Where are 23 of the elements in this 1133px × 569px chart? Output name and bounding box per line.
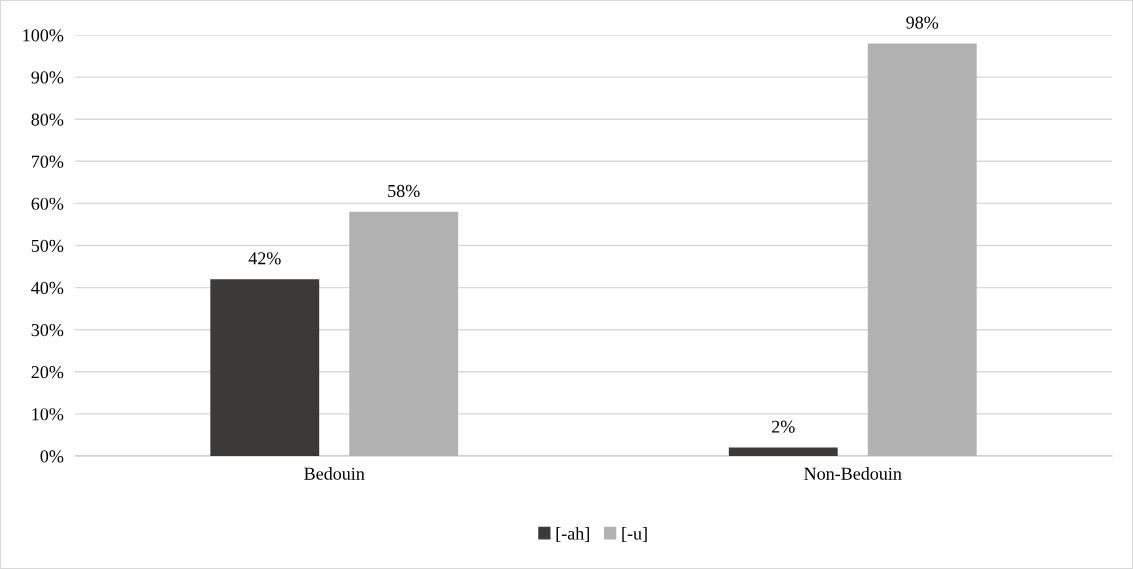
- y-tick-label: 80%: [31, 113, 64, 126]
- data-label: 2%: [772, 420, 795, 433]
- bar: [728, 447, 838, 456]
- data-label: 42%: [248, 252, 281, 265]
- bar: [867, 43, 977, 456]
- y-tick-label: 100%: [23, 29, 64, 42]
- y-tick-label: 10%: [32, 408, 64, 421]
- y-tick-label: 60%: [31, 197, 64, 210]
- y-tick-label: 40%: [31, 281, 64, 295]
- y-tick-label: 50%: [31, 239, 64, 252]
- bar: [210, 279, 320, 456]
- y-tick-label: 0%: [40, 450, 64, 463]
- y-tick-label: 20%: [31, 366, 64, 379]
- data-label: 58%: [388, 184, 420, 198]
- x-tick-label: Non-Bedouin: [804, 467, 902, 480]
- y-tick-label: 30%: [31, 323, 64, 337]
- y-tick-label: 90%: [31, 71, 64, 84]
- legend-label: [-ah]: [556, 526, 589, 542]
- legend-label: [-u]: [622, 526, 647, 542]
- bar: [349, 211, 459, 456]
- y-tick-label: 70%: [31, 155, 64, 168]
- x-tick-label: Bedouin: [304, 467, 365, 480]
- data-label: 98%: [906, 16, 939, 29]
